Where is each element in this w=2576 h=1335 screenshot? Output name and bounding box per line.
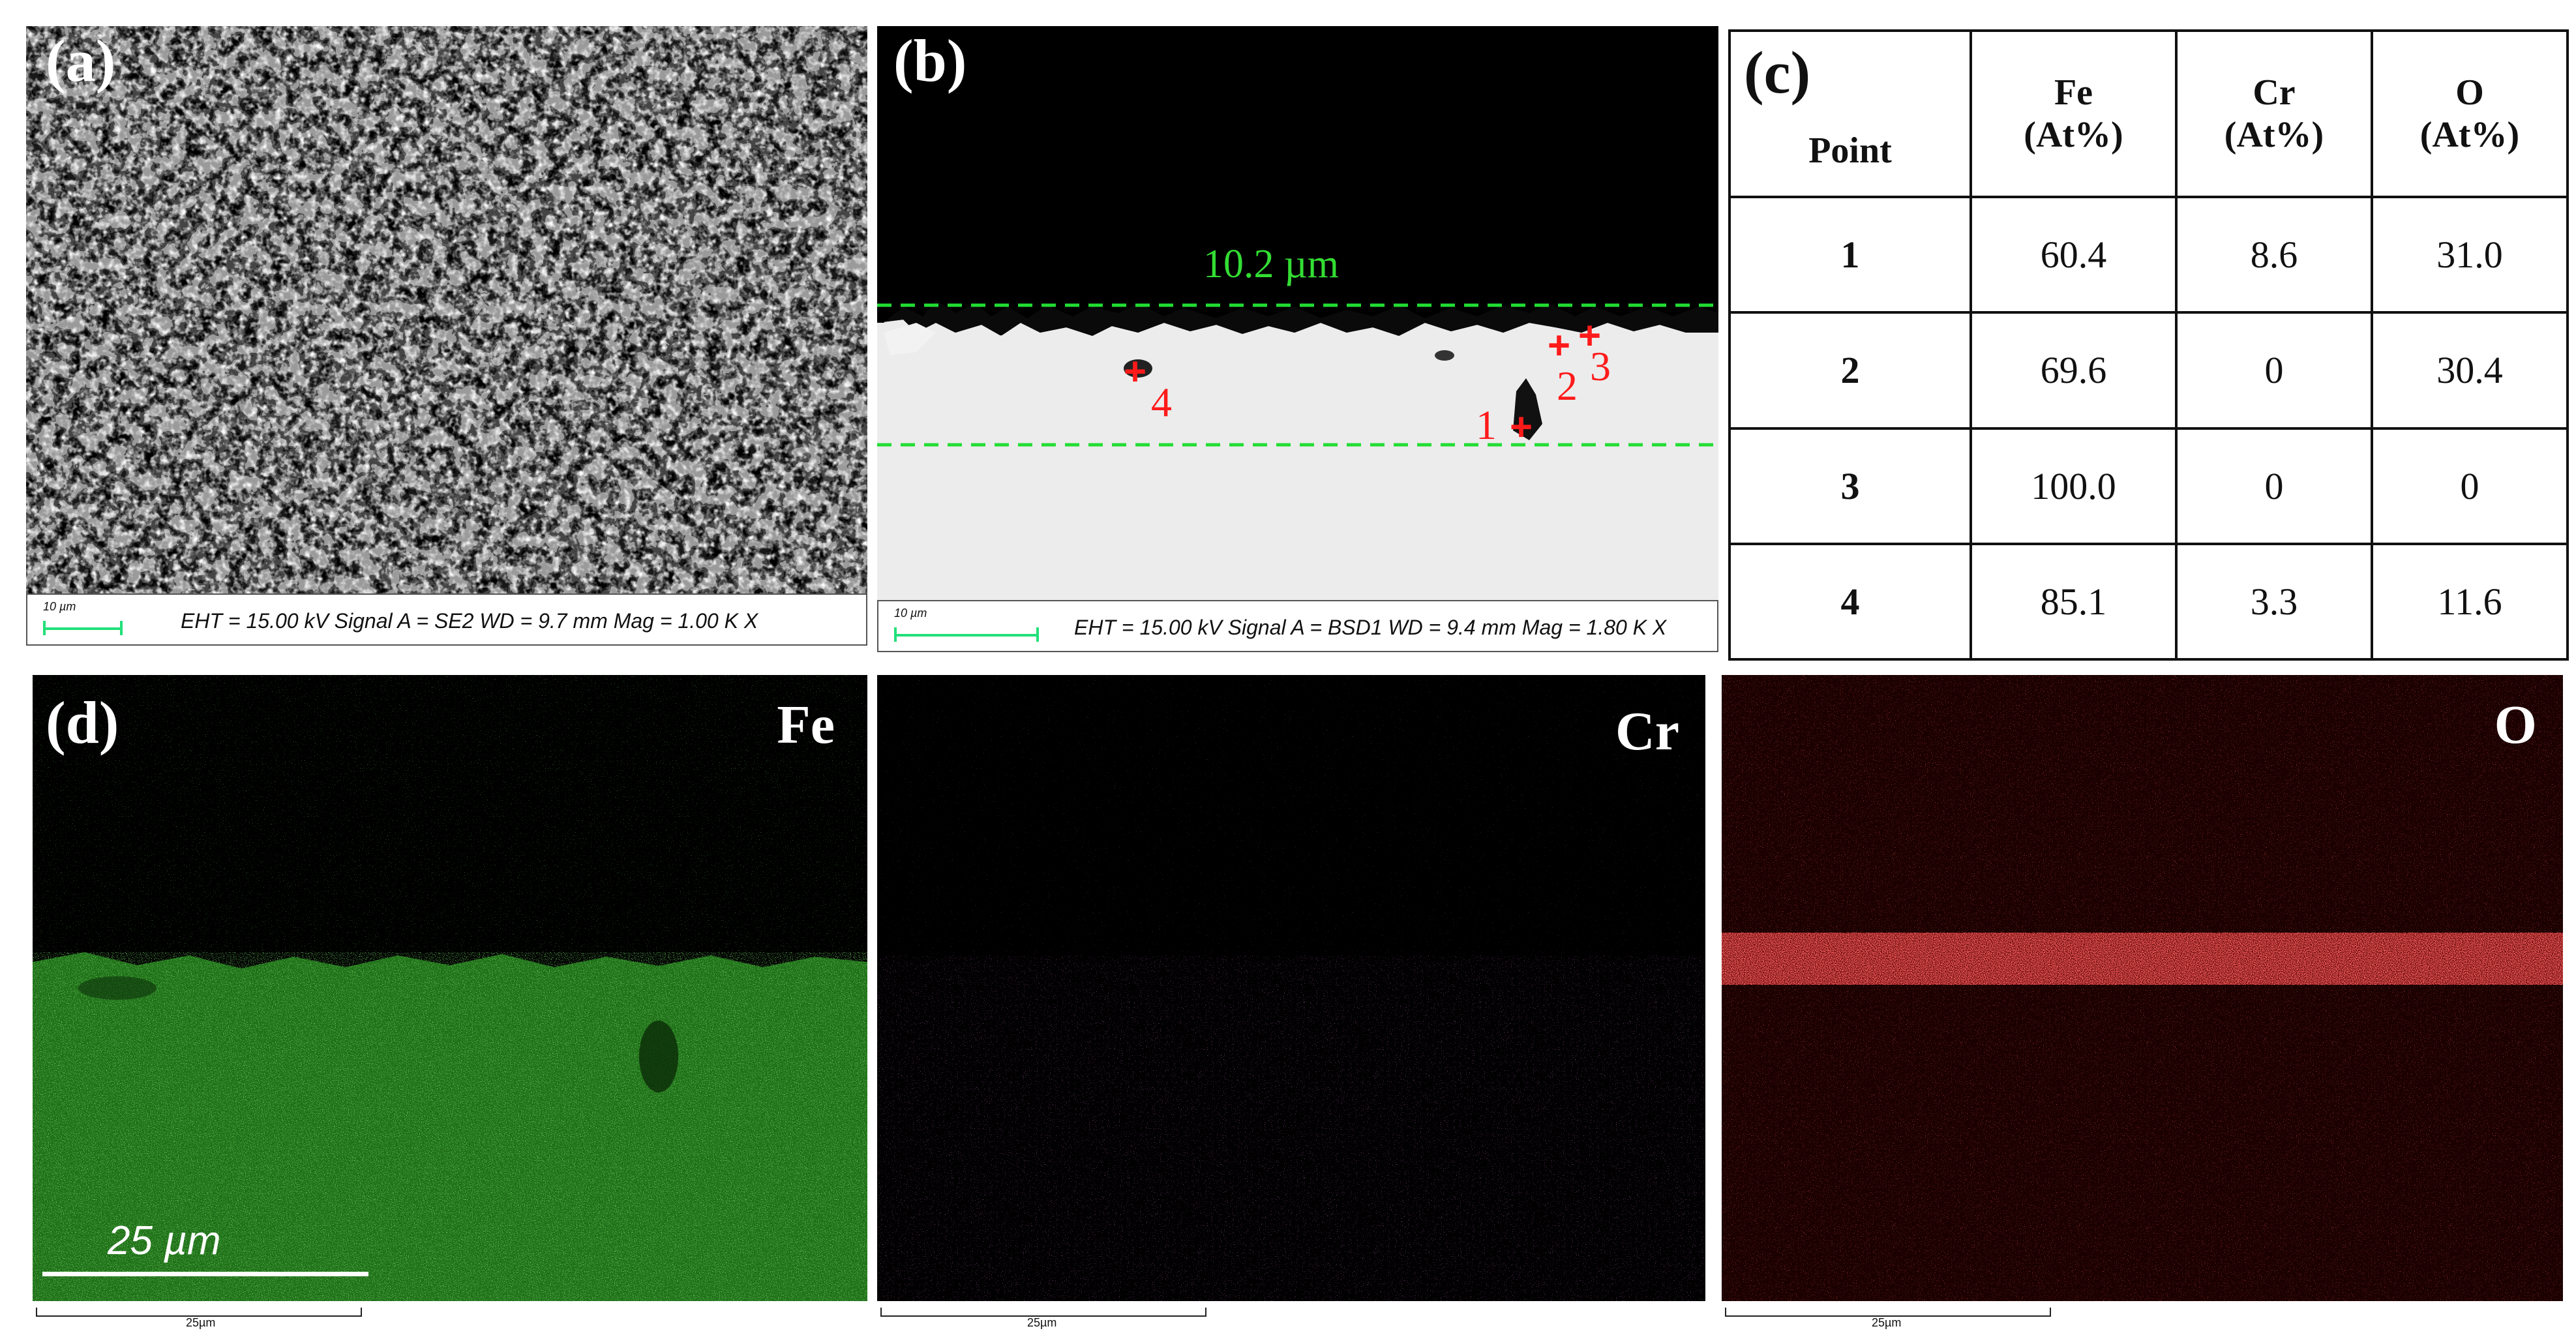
row-1-cr: 8.6 [2175,195,2373,314]
cr-element-map: Cr [877,675,1705,1301]
o-map-texture [1722,675,2563,1301]
header-fe-cell: Fe (At%) [1969,29,2178,198]
row-3-point: 3 [1728,427,1972,545]
fe-map-bottom-scale [36,1308,362,1317]
panel-b-scale-tick-right [1036,627,1039,642]
fe-element-map: (d) Fe 25 µm [33,675,867,1301]
fe-map-scale-label: 25 µm [108,1218,221,1263]
header-cr-cell: Cr (At%) [2175,29,2373,198]
table-row: 2 69.6 0 30.4 [1728,311,2569,430]
panel-b-info-bar: 10 µm EHT = 15.00 kV Signal A = BSD1 WD … [877,600,1718,652]
row-4-fe: 85.1 [1969,542,2178,661]
point-2-marker: + [1548,323,1571,367]
point-3-label: 3 [1590,343,1611,389]
row-4-o: 11.6 [2371,542,2569,661]
panel-a-scale-bar [44,627,121,630]
panel-c-label: (c) [1744,39,1811,106]
panel-b-label: (b) [893,27,967,94]
thickness-label: 10.2 µm [1203,242,1339,286]
point-2-label: 2 [1557,363,1578,409]
panel-b-scale-tick-left [894,627,897,642]
header-o-unit: (At%) [2419,114,2520,155]
point-1-marker: + [1510,405,1533,449]
table-row: 4 85.1 3.3 11.6 [1728,542,2569,661]
panel-a-scale-label: 10 µm [43,600,76,613]
fe-map-bottom-scale-label: 25µm [186,1316,216,1329]
header-o: O [2455,72,2484,113]
fe-map-texture [33,675,867,1301]
header-cr-unit: (At%) [2224,114,2324,155]
panel-a-info-text: EHT = 15.00 kV Signal A = SE2 WD = 9.7 m… [181,609,758,633]
panel-b-scale-bar [895,634,1038,637]
table-row: 1 60.4 8.6 31.0 [1728,195,2569,314]
fe-map-label: Fe [777,695,835,755]
header-point: Point [1808,130,1892,171]
o-element-map: O [1722,675,2563,1301]
cr-map-bottom-scale-label: 25µm [1027,1316,1057,1329]
table-row: 3 100.0 0 0 [1728,427,2569,545]
o-map-bottom-scale [1725,1308,2051,1317]
o-map-bottom-scale-label: 25µm [1872,1316,1902,1329]
row-2-cr: 0 [2175,311,2373,430]
header-o-cell: O (At%) [2371,29,2569,198]
point-4-marker: + [1124,350,1147,393]
header-fe: Fe [2054,72,2093,113]
sem-surface-image: (a) [26,26,867,593]
row-1-o: 31.0 [2371,195,2569,314]
cross-section-drawing [877,300,1718,600]
point-3-marker: + [1578,314,1602,357]
point-1-label: 1 [1476,402,1497,448]
o-map-label: O [2494,695,2537,755]
panel-d-label: (d) [46,689,119,756]
panel-a-info-bar: 10 µm EHT = 15.00 kV Signal A = SE2 WD =… [26,593,867,646]
cr-map-texture [877,675,1705,1301]
panel-a-scale-tick-left [43,621,46,635]
row-2-o: 30.4 [2371,311,2569,430]
point-4-label: 4 [1151,379,1172,425]
cr-map-bottom-scale [880,1308,1206,1317]
table-header-row: (c) Point Fe (At%) Cr (At%) O (At%) [1728,29,2569,198]
row-4-point: 4 [1728,542,1972,661]
row-3-cr: 0 [2175,427,2373,545]
cr-map-label: Cr [1615,701,1679,762]
row-4-cr: 3.3 [2175,542,2373,661]
row-3-o: 0 [2371,427,2569,545]
header-fe-unit: (At%) [2024,114,2123,155]
panel-b-info-text: EHT = 15.00 kV Signal A = BSD1 WD = 9.4 … [1074,616,1667,639]
row-2-fe: 69.6 [1969,311,2178,430]
panel-a-scale-tick-right [120,621,123,635]
row-1-point: 1 [1728,195,1972,314]
edx-composition-table: (c) Point Fe (At%) Cr (At%) O (At%) 1 60… [1728,29,2569,661]
sem-cross-section-image: (b) 10.2 µm + 1 + 2 + 3 + 4 [877,26,1718,600]
panel-b-scale-label: 10 µm [894,607,927,620]
header-cr: Cr [2253,72,2296,113]
row-1-fe: 60.4 [1969,195,2178,314]
header-point-cell: (c) Point [1728,29,1972,198]
row-3-fe: 100.0 [1969,427,2178,545]
sem-surface-texture [26,26,867,593]
row-2-point: 2 [1728,311,1972,430]
panel-a-label: (a) [46,27,116,94]
fe-map-scale-bar [42,1272,368,1276]
